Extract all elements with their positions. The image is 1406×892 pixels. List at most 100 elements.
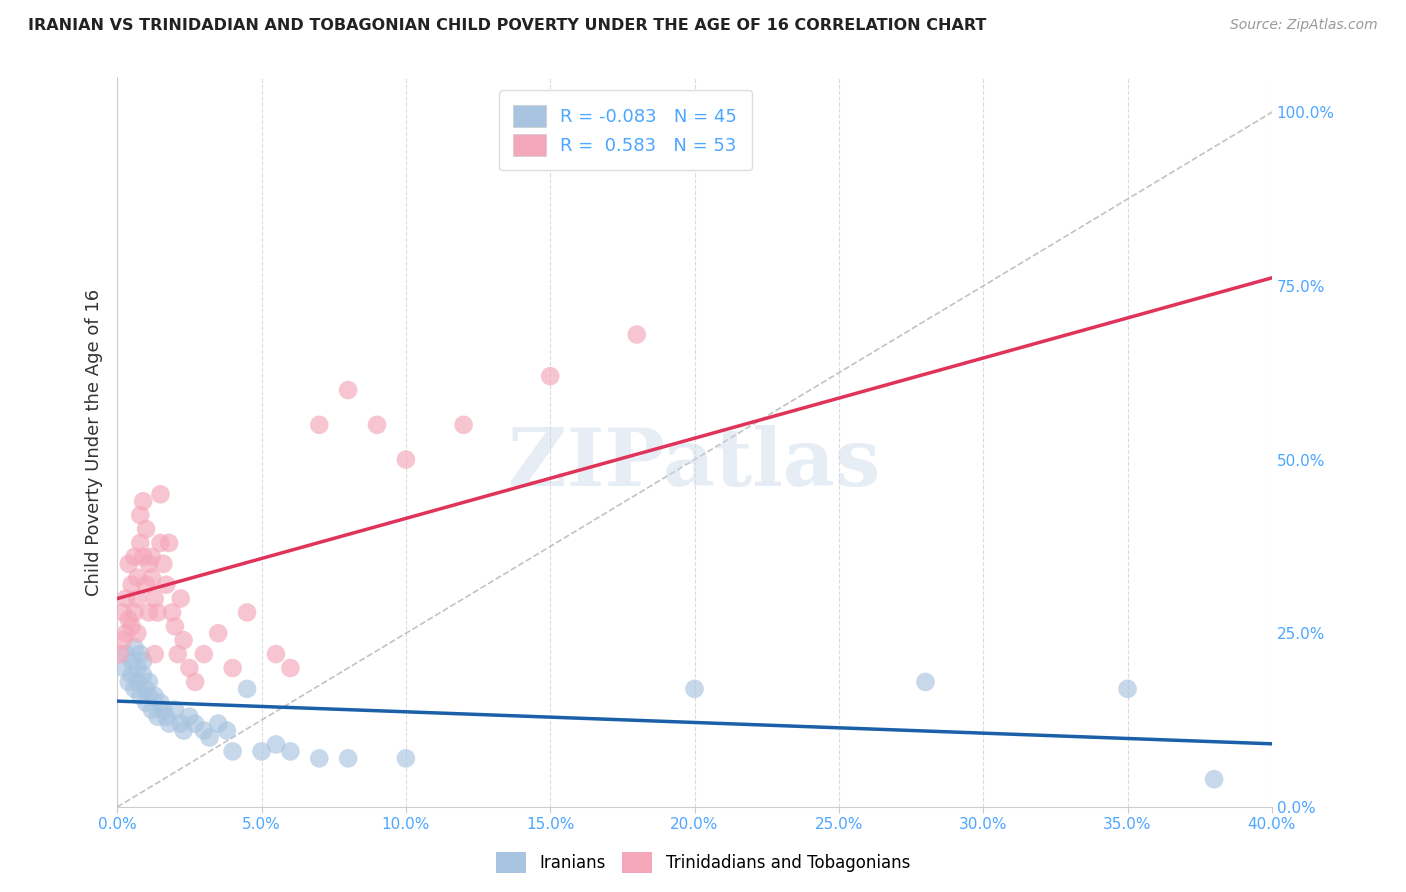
- Point: [135, 522, 157, 536]
- Point: [184, 716, 207, 731]
- Point: [124, 681, 146, 696]
- Point: [132, 668, 155, 682]
- Point: [138, 606, 160, 620]
- Legend: R = -0.083   N = 45, R =  0.583   N = 53: R = -0.083 N = 45, R = 0.583 N = 53: [499, 90, 752, 170]
- Point: [160, 606, 183, 620]
- Point: [118, 557, 141, 571]
- Point: [132, 654, 155, 668]
- Point: [184, 674, 207, 689]
- Point: [179, 661, 201, 675]
- Point: [626, 327, 648, 342]
- Point: [280, 661, 302, 675]
- Point: [308, 751, 330, 765]
- Point: [111, 606, 134, 620]
- Point: [108, 647, 131, 661]
- Point: [264, 647, 287, 661]
- Point: [141, 703, 163, 717]
- Point: [207, 626, 229, 640]
- Point: [124, 549, 146, 564]
- Point: [141, 571, 163, 585]
- Text: ZIPatlas: ZIPatlas: [509, 425, 880, 503]
- Point: [163, 619, 186, 633]
- Point: [152, 703, 174, 717]
- Point: [157, 536, 180, 550]
- Point: [115, 626, 138, 640]
- Point: [132, 494, 155, 508]
- Point: [163, 703, 186, 717]
- Point: [280, 744, 302, 758]
- Point: [118, 612, 141, 626]
- Point: [337, 383, 360, 397]
- Point: [132, 549, 155, 564]
- Point: [221, 744, 243, 758]
- Point: [193, 647, 215, 661]
- Point: [198, 731, 221, 745]
- Point: [453, 417, 475, 432]
- Point: [127, 661, 149, 675]
- Point: [155, 577, 177, 591]
- Point: [149, 536, 172, 550]
- Point: [173, 633, 195, 648]
- Point: [124, 606, 146, 620]
- Point: [121, 619, 143, 633]
- Point: [115, 647, 138, 661]
- Point: [146, 709, 169, 723]
- Point: [129, 647, 152, 661]
- Point: [121, 654, 143, 668]
- Point: [395, 452, 418, 467]
- Point: [193, 723, 215, 738]
- Point: [127, 591, 149, 606]
- Point: [221, 661, 243, 675]
- Point: [129, 536, 152, 550]
- Point: [207, 716, 229, 731]
- Point: [143, 647, 166, 661]
- Point: [236, 606, 259, 620]
- Point: [157, 716, 180, 731]
- Point: [118, 674, 141, 689]
- Point: [115, 591, 138, 606]
- Text: Source: ZipAtlas.com: Source: ZipAtlas.com: [1230, 18, 1378, 32]
- Point: [129, 508, 152, 523]
- Point: [135, 696, 157, 710]
- Point: [135, 681, 157, 696]
- Point: [121, 577, 143, 591]
- Point: [173, 723, 195, 738]
- Point: [155, 709, 177, 723]
- Point: [143, 591, 166, 606]
- Point: [683, 681, 706, 696]
- Point: [914, 674, 936, 689]
- Point: [166, 647, 188, 661]
- Point: [1116, 681, 1139, 696]
- Point: [236, 681, 259, 696]
- Point: [149, 696, 172, 710]
- Point: [121, 668, 143, 682]
- Point: [152, 557, 174, 571]
- Point: [111, 661, 134, 675]
- Point: [129, 689, 152, 703]
- Point: [250, 744, 273, 758]
- Point: [395, 751, 418, 765]
- Point: [111, 633, 134, 648]
- Point: [337, 751, 360, 765]
- Point: [215, 723, 238, 738]
- Point: [141, 549, 163, 564]
- Y-axis label: Child Poverty Under the Age of 16: Child Poverty Under the Age of 16: [86, 289, 103, 596]
- Point: [1204, 772, 1226, 787]
- Point: [138, 689, 160, 703]
- Point: [366, 417, 388, 432]
- Point: [127, 626, 149, 640]
- Point: [127, 674, 149, 689]
- Point: [538, 369, 561, 384]
- Point: [143, 689, 166, 703]
- Legend: Iranians, Trinidadians and Tobagonians: Iranians, Trinidadians and Tobagonians: [489, 846, 917, 880]
- Point: [170, 716, 193, 731]
- Point: [179, 709, 201, 723]
- Point: [127, 571, 149, 585]
- Point: [124, 640, 146, 655]
- Point: [308, 417, 330, 432]
- Point: [264, 738, 287, 752]
- Point: [138, 674, 160, 689]
- Point: [135, 577, 157, 591]
- Point: [149, 487, 172, 501]
- Point: [146, 606, 169, 620]
